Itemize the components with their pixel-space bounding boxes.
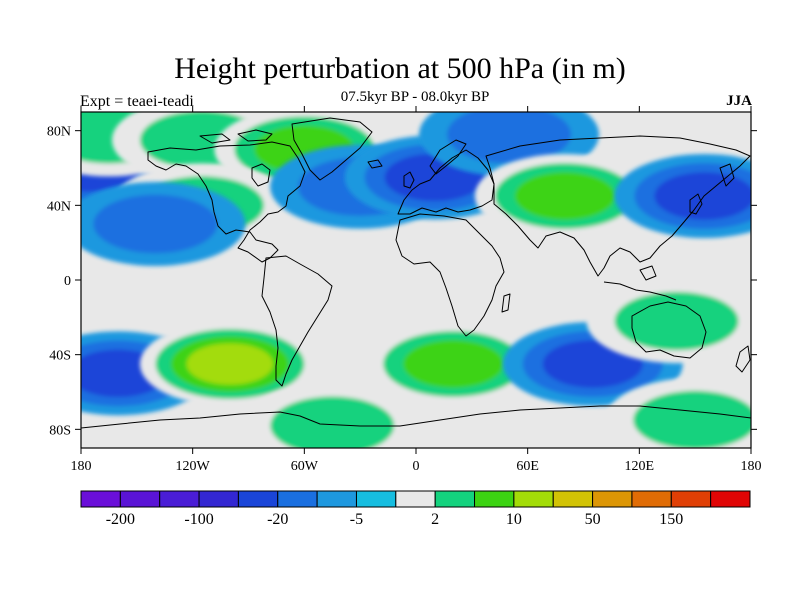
perturbation-field (81, 112, 751, 448)
coast-indonesia (603, 265, 677, 301)
contour-band (270, 396, 395, 448)
coast-hudson-bay (251, 163, 271, 187)
coastlines (81, 117, 751, 429)
colorbar-box (159, 490, 200, 508)
colorbar-box (710, 490, 751, 508)
colorbar-boxes (80, 490, 751, 508)
coast-arctic-islands (199, 129, 273, 144)
x-tick-label: 60E (516, 459, 539, 474)
colorbar-box (237, 490, 279, 508)
coast-europe (397, 149, 495, 215)
coast-scandinavia (429, 139, 467, 175)
x-tick-label: 120W (176, 459, 211, 474)
coast-north-america (147, 141, 306, 263)
contour-band (447, 112, 572, 164)
coast-japan (689, 193, 703, 215)
perturbation-cell (605, 378, 751, 448)
plot-area: 180 120W 60W 0 60E 120E 180 80N 40N 0 40S 80S (47, 106, 762, 474)
perturbation-cell (614, 154, 751, 238)
contour-band (93, 194, 218, 254)
colorbar-labels: -200 -100 -20 -5 2 10 50 150 (106, 511, 684, 528)
coast-greenland (291, 117, 373, 181)
colorbar-box (395, 490, 436, 508)
season-label: JJA (726, 93, 752, 109)
x-tick-label: 120E (625, 459, 655, 474)
colorbar-label: -20 (267, 511, 288, 528)
perturbation-cell (363, 322, 544, 406)
coast-antarctica (81, 405, 751, 429)
perturbation-cell (474, 154, 655, 238)
perturbation-cell (139, 322, 320, 406)
y-tick-label: 80S (49, 423, 71, 438)
coast-new-zealand (735, 345, 751, 373)
axis-ticks: 180 120W 60W 0 60E 120E 180 80N 40N 0 40S 80S (47, 106, 762, 474)
colorbar-box (552, 490, 594, 508)
colorbar-box (592, 490, 633, 508)
perturbation-cell (586, 279, 751, 364)
perturbation-cell (81, 182, 246, 266)
colorbar-box (316, 490, 357, 508)
colorbar-box (631, 490, 672, 508)
colorbar-box (434, 490, 476, 508)
contour-band (614, 291, 739, 351)
colorbar-box (80, 490, 121, 508)
x-tick-label: 60W (291, 459, 319, 474)
colorbar-label: -200 (106, 511, 135, 528)
perturbation-cell (419, 112, 600, 177)
colorbar-label: -100 (184, 511, 213, 528)
colorbar-box (355, 490, 397, 508)
colorbar-label: -5 (350, 511, 363, 528)
coast-britain (403, 171, 415, 189)
x-tick-label: 0 (413, 459, 420, 474)
coast-iceland (367, 159, 383, 169)
x-tick-label: 180 (741, 459, 762, 474)
colorbar-label: 2 (431, 511, 439, 528)
colorbar-label: 150 (659, 511, 683, 528)
colorbar-box (198, 490, 239, 508)
colorbar-box (474, 490, 515, 508)
colorbar-box (277, 490, 318, 508)
coast-africa (395, 213, 505, 337)
contour-band (633, 390, 751, 448)
y-tick-label: 40N (47, 199, 71, 214)
colorbar-box (513, 490, 554, 508)
map-title: Height perturbation at 500 hPa (in m) (174, 52, 626, 85)
contour-band (654, 172, 751, 220)
perturbation-cell (242, 383, 423, 448)
contour-band (403, 340, 504, 388)
coast-kamchatka (719, 163, 735, 187)
coast-madagascar (501, 293, 511, 313)
map-subtitle: 07.5kyr BP - 08.0kyr BP (340, 89, 490, 105)
y-tick-label: 40S (49, 349, 71, 364)
coast-south-america (261, 255, 333, 387)
colorbar-box (119, 490, 161, 508)
contour-band (514, 172, 615, 220)
contour-band (186, 343, 274, 385)
colorbar-box (670, 490, 712, 508)
y-tick-label: 80N (47, 125, 71, 140)
x-tick-label: 180 (71, 459, 92, 474)
experiment-label: Expt = teaei-teadi (80, 93, 194, 110)
coast-asia (485, 135, 751, 277)
y-tick-label: 0 (64, 274, 71, 289)
colorbar-label: 50 (585, 511, 601, 528)
colorbar-label: 10 (506, 511, 522, 528)
coast-australia (631, 301, 707, 359)
